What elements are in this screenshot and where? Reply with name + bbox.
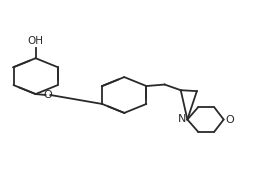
Text: O: O: [225, 115, 234, 124]
Text: OH: OH: [28, 36, 44, 46]
Text: O: O: [43, 90, 52, 100]
Text: N: N: [178, 114, 187, 124]
